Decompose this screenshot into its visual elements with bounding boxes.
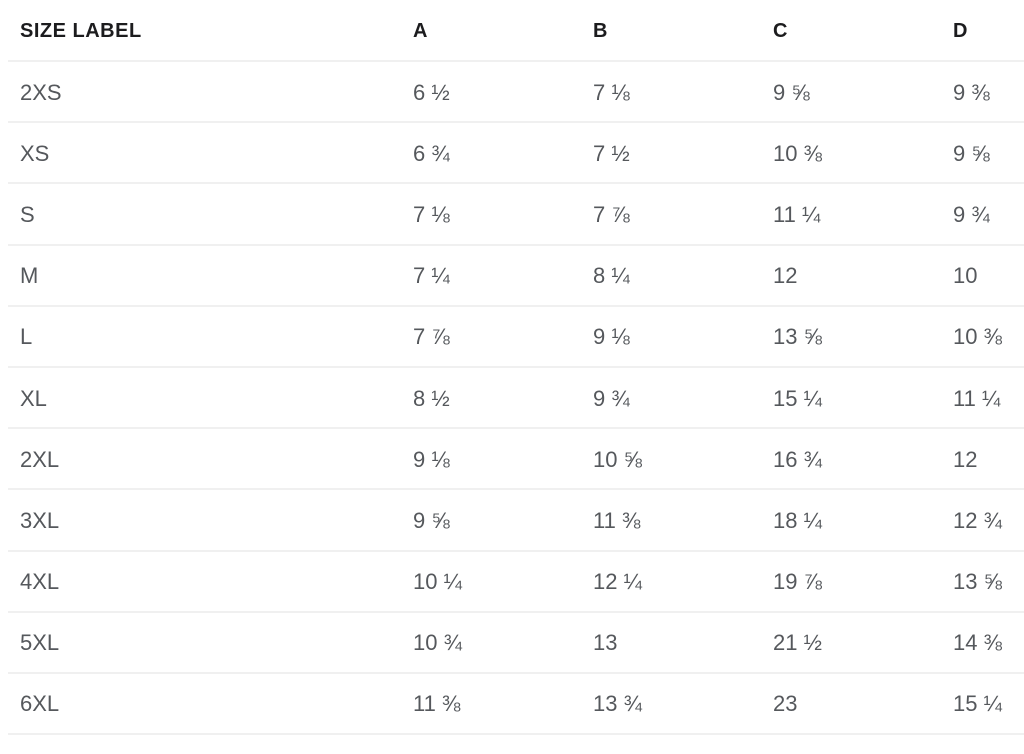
cell-value: 7 ⅞ xyxy=(593,201,630,227)
cell-value: 9 ¾ xyxy=(593,385,630,411)
column-header-size-label: SIZE LABEL xyxy=(20,19,142,42)
cell-value: 7 ⅞ xyxy=(413,324,450,350)
cell-value: 8 ½ xyxy=(413,385,450,411)
row-label: XS xyxy=(20,140,50,166)
row-label: 6XL xyxy=(20,691,60,717)
cell-value: 15 ¼ xyxy=(953,691,1002,717)
cell-value: 10 ⅝ xyxy=(593,446,642,472)
row-label: 3XL xyxy=(20,507,60,533)
cell-value: 9 ⅝ xyxy=(413,507,450,533)
cell-value: 13 xyxy=(593,630,618,656)
cell-value: 7 ½ xyxy=(593,140,630,166)
cell-value: 9 ⅜ xyxy=(953,79,990,105)
cell-value: 13 ¾ xyxy=(593,691,642,717)
table-row: L 7 ⅞ 9 ⅛ 13 ⅝ 10 ⅜ xyxy=(0,307,1024,369)
cell-value: 10 xyxy=(953,263,978,289)
table-row: 2XL 9 ⅛ 10 ⅝ 16 ¾ 12 xyxy=(0,429,1024,491)
cell-value: 11 ¼ xyxy=(953,385,1001,411)
cell-value: 7 ¼ xyxy=(413,263,450,289)
cell-value: 9 ⅝ xyxy=(953,140,990,166)
cell-value: 9 ¾ xyxy=(953,201,990,227)
table-row: 5XL 10 ¾ 13 21 ½ 14 ⅜ xyxy=(0,613,1024,675)
table-row: 3XL 9 ⅝ 11 ⅜ 18 ¼ 12 ¾ xyxy=(0,490,1024,552)
table-row: 2XS 6 ½ 7 ⅛ 9 ⅝ 9 ⅜ xyxy=(0,62,1024,124)
cell-value: 18 ¼ xyxy=(773,507,822,533)
cell-value: 13 ⅝ xyxy=(773,324,822,350)
cell-value: 6 ¾ xyxy=(413,140,450,166)
row-label: 2XL xyxy=(20,446,60,472)
cell-value: 11 ⅜ xyxy=(593,507,641,533)
table-body: 2XS 6 ½ 7 ⅛ 9 ⅝ 9 ⅜ XS 6 ¾ 7 ½ 10 ⅜ 9 ⅝ S 7 ⅛ 7 ⅞ 11 … xyxy=(0,62,1024,736)
column-header-b: B xyxy=(593,19,608,42)
cell-value: 10 ⅜ xyxy=(953,324,1002,350)
table-header-row: SIZE LABEL A B C D xyxy=(0,0,1024,62)
cell-value: 15 ¼ xyxy=(773,385,822,411)
cell-value: 19 ⅞ xyxy=(773,569,822,595)
cell-value: 7 ⅛ xyxy=(413,201,450,227)
row-label: M xyxy=(20,263,39,289)
cell-value: 6 ½ xyxy=(413,79,450,105)
cell-value: 11 ¼ xyxy=(773,201,821,227)
table-row: S 7 ⅛ 7 ⅞ 11 ¼ 9 ¾ xyxy=(0,184,1024,246)
cell-value: 12 ¾ xyxy=(953,507,1002,533)
table-row: M 7 ¼ 8 ¼ 12 10 xyxy=(0,246,1024,307)
cell-value: 13 ⅝ xyxy=(953,569,1002,595)
cell-value: 9 ⅛ xyxy=(413,446,450,472)
cell-value: 14 ⅜ xyxy=(953,630,1002,656)
column-header-c: C xyxy=(773,19,788,42)
cell-value: 7 ⅛ xyxy=(593,79,630,105)
cell-value: 11 ⅜ xyxy=(413,691,461,717)
row-label: L xyxy=(20,324,33,350)
table-row: 6XL 11 ⅜ 13 ¾ 23 15 ¼ xyxy=(0,674,1024,736)
size-chart-table: SIZE LABEL A B C D 2XS 6 ½ 7 ⅛ 9 ⅝ 9 ⅜ XS 6 ¾ 7… xyxy=(0,0,1024,736)
cell-value: 10 ¼ xyxy=(413,569,462,595)
cell-value: 12 xyxy=(953,446,978,472)
table-row: XS 6 ¾ 7 ½ 10 ⅜ 9 ⅝ xyxy=(0,123,1024,185)
cell-value: 9 ⅛ xyxy=(593,324,630,350)
cell-value: 10 ⅜ xyxy=(773,140,822,166)
cell-value: 23 xyxy=(773,691,798,717)
cell-value: 9 ⅝ xyxy=(773,79,810,105)
table-row: 4XL 10 ¼ 12 ¼ 19 ⅞ 13 ⅝ xyxy=(0,552,1024,613)
cell-value: 12 ¼ xyxy=(593,569,642,595)
cell-value: 8 ¼ xyxy=(593,263,630,289)
cell-value: 10 ¾ xyxy=(413,630,462,656)
table-row: XL 8 ½ 9 ¾ 15 ¼ 11 ¼ xyxy=(0,368,1024,430)
row-label: 5XL xyxy=(20,630,60,656)
cell-value: 12 xyxy=(773,263,798,289)
column-header-a: A xyxy=(413,19,428,42)
row-label: 4XL xyxy=(20,569,60,595)
cell-value: 21 ½ xyxy=(773,630,822,656)
row-label: S xyxy=(20,201,35,227)
row-label: XL xyxy=(20,385,47,411)
cell-value: 16 ¾ xyxy=(773,446,822,472)
column-header-d: D xyxy=(953,19,968,42)
row-label: 2XS xyxy=(20,79,62,105)
